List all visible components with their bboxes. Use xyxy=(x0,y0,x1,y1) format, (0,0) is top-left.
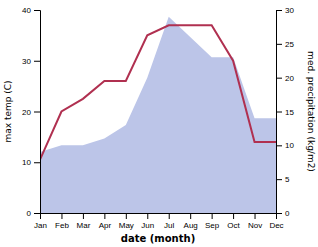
tick-mark xyxy=(147,213,148,219)
tick: 10 xyxy=(276,141,294,150)
tick-label: 10 xyxy=(285,141,294,150)
tick: 20 xyxy=(22,108,40,117)
tick-mark xyxy=(276,145,282,146)
tick-label: Nov xyxy=(248,221,262,230)
tick-mark xyxy=(276,10,282,11)
tick-mark xyxy=(104,213,105,219)
tick-label: 0 xyxy=(285,209,290,218)
tick-mark xyxy=(34,61,40,62)
tick: Mar xyxy=(77,213,91,230)
y2-axis: 0 5 10 15 20 25 30 xyxy=(276,6,294,218)
y2-axis-title: med. precipitation (kg/m2) xyxy=(306,51,316,172)
tick-label: 30 xyxy=(22,57,31,66)
tick-mark xyxy=(83,213,84,219)
tick-mark xyxy=(126,213,127,219)
x-axis: Jan Feb Mar Apr May Jun Jul Aug Sep Oct Nov Dec xyxy=(34,213,284,230)
tick-label: Jun xyxy=(141,221,154,230)
x-axis-title: date (month) xyxy=(121,233,195,244)
tick-mark xyxy=(276,213,282,214)
axis-line xyxy=(34,11,41,214)
tick: 40 xyxy=(22,6,40,15)
tick-label: 20 xyxy=(22,108,31,117)
tick: Apr xyxy=(99,213,112,230)
tick-label: 25 xyxy=(285,40,294,49)
tick: Dec xyxy=(269,213,283,230)
tick-label: Mar xyxy=(77,221,91,230)
tick-mark xyxy=(255,213,256,219)
tick: Feb xyxy=(55,213,69,230)
tick-mark xyxy=(34,112,40,113)
tick-label: May xyxy=(119,221,134,230)
tick: Sep xyxy=(205,213,220,230)
tick-label: Oct xyxy=(227,221,240,230)
tick-label: 40 xyxy=(22,6,31,15)
tick: Aug xyxy=(184,213,198,230)
tick-label: 5 xyxy=(285,175,290,184)
line xyxy=(40,25,276,159)
tick-label: 10 xyxy=(22,158,31,167)
tick: 30 xyxy=(276,6,294,15)
tick: Jan xyxy=(34,213,47,230)
tick-mark xyxy=(276,44,282,45)
tick-label: Jul xyxy=(164,221,174,230)
tick-mark xyxy=(190,213,191,219)
tick: Jun xyxy=(141,213,154,230)
chart: JanFebMarAprMayJunJulAugSepOctNovDec0102… xyxy=(0,0,318,247)
tick: 30 xyxy=(22,57,40,66)
tick-label: Feb xyxy=(55,221,69,230)
y-axis-title: max temp (C) xyxy=(3,80,13,142)
tick-mark xyxy=(276,112,282,113)
plot: JanFebMarAprMayJunJulAugSepOctNovDec0102… xyxy=(22,6,294,230)
tick-label: Dec xyxy=(269,221,283,230)
tick: 15 xyxy=(276,108,294,117)
tick-mark xyxy=(34,162,40,163)
tick: 5 xyxy=(276,175,290,184)
tick: May xyxy=(119,213,134,230)
tick-mark xyxy=(61,213,62,219)
tick-label: 30 xyxy=(285,6,294,15)
tick-label: Jan xyxy=(34,221,47,230)
tick-mark xyxy=(233,213,234,219)
tick-mark xyxy=(212,213,213,219)
tick-mark xyxy=(34,10,40,11)
tick-mark xyxy=(276,78,282,79)
tick-mark xyxy=(34,213,40,214)
tick-label: 20 xyxy=(285,74,294,83)
axis-line xyxy=(41,214,277,220)
tick-mark xyxy=(169,213,170,219)
axis-line xyxy=(277,11,283,214)
tick: 20 xyxy=(276,74,294,83)
marks xyxy=(40,17,276,213)
tick: Oct xyxy=(227,213,240,230)
area xyxy=(40,17,276,213)
tick-mark xyxy=(276,179,282,180)
tick-label: Aug xyxy=(184,221,198,230)
tick-label: Apr xyxy=(99,221,112,230)
tick: 0 xyxy=(27,209,40,218)
tick: 10 xyxy=(22,158,40,167)
tick: Jul xyxy=(164,213,174,230)
tick-label: 0 xyxy=(27,209,32,218)
y-axis: 0 10 20 30 40 xyxy=(22,6,40,218)
tick: 0 xyxy=(276,209,290,218)
tick: Nov xyxy=(248,213,262,230)
tick-label: 15 xyxy=(285,108,294,117)
tick: 25 xyxy=(276,40,294,49)
tick-label: Sep xyxy=(205,221,220,230)
